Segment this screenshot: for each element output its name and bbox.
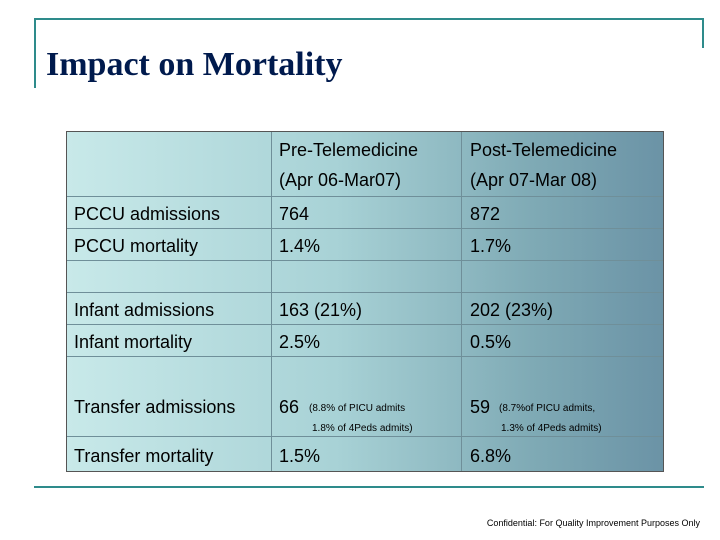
infant-admissions-post: 202 (23%) xyxy=(470,300,554,320)
transfer-admissions-pre-note: 1.8% of 4Peds admits) xyxy=(312,423,413,434)
transfer-admissions-pre-note: (8.8% of PICU admits xyxy=(309,403,406,414)
row-label-pccu-mortality: PCCU mortality xyxy=(74,236,199,256)
mortality-table: Pre-Telemedicine (Apr 06-Mar07) Post-Tel… xyxy=(66,131,664,472)
header-post-line1: Post-Telemedicine xyxy=(470,140,618,160)
pccu-admissions-pre: 764 xyxy=(279,204,310,224)
frame-right-line xyxy=(702,18,704,48)
row-label-pccu-admissions: PCCU admissions xyxy=(74,204,221,224)
infant-mortality-post: 0.5% xyxy=(470,332,512,352)
transfer-admissions-post-note: (8.7%of PICU admits, xyxy=(499,403,596,414)
header-post-line2: (Apr 07-Mar 08) xyxy=(470,170,598,190)
header-pre-line1: Pre-Telemedicine xyxy=(279,140,419,160)
frame-bottom-line xyxy=(34,486,704,488)
pccu-admissions-post: 872 xyxy=(470,204,501,224)
row-label-transfer-admissions: Transfer admissions xyxy=(74,397,236,417)
row-divider xyxy=(67,260,663,261)
frame-top-line xyxy=(34,18,704,20)
row-label-transfer-mortality: Transfer mortality xyxy=(74,446,214,466)
row-divider xyxy=(67,324,663,325)
header-pre-line2: (Apr 06-Mar07) xyxy=(279,170,402,190)
row-divider xyxy=(67,228,663,229)
row-divider xyxy=(67,292,663,293)
transfer-mortality-pre: 1.5% xyxy=(279,446,321,466)
row-divider xyxy=(67,356,663,357)
confidential-footer: Confidential: For Quality Improvement Pu… xyxy=(486,518,700,528)
frame-left-line xyxy=(34,18,36,88)
infant-mortality-pre: 2.5% xyxy=(279,332,321,352)
infant-admissions-pre: 163 (21%) xyxy=(279,300,363,320)
transfer-admissions-pre: 66 xyxy=(279,397,300,417)
column-divider xyxy=(271,132,272,471)
column-divider xyxy=(461,132,462,471)
pccu-mortality-post: 1.7% xyxy=(470,236,512,256)
slide-title: Impact on Mortality xyxy=(46,46,343,83)
row-label-infant-mortality: Infant mortality xyxy=(74,332,193,352)
row-divider xyxy=(67,436,663,437)
transfer-mortality-post: 6.8% xyxy=(470,446,512,466)
row-divider xyxy=(67,196,663,197)
row-label-infant-admissions: Infant admissions xyxy=(74,300,215,320)
transfer-admissions-post-note: 1.3% of 4Peds admits) xyxy=(501,423,602,434)
pccu-mortality-pre: 1.4% xyxy=(279,236,321,256)
transfer-admissions-post: 59 xyxy=(470,397,491,417)
